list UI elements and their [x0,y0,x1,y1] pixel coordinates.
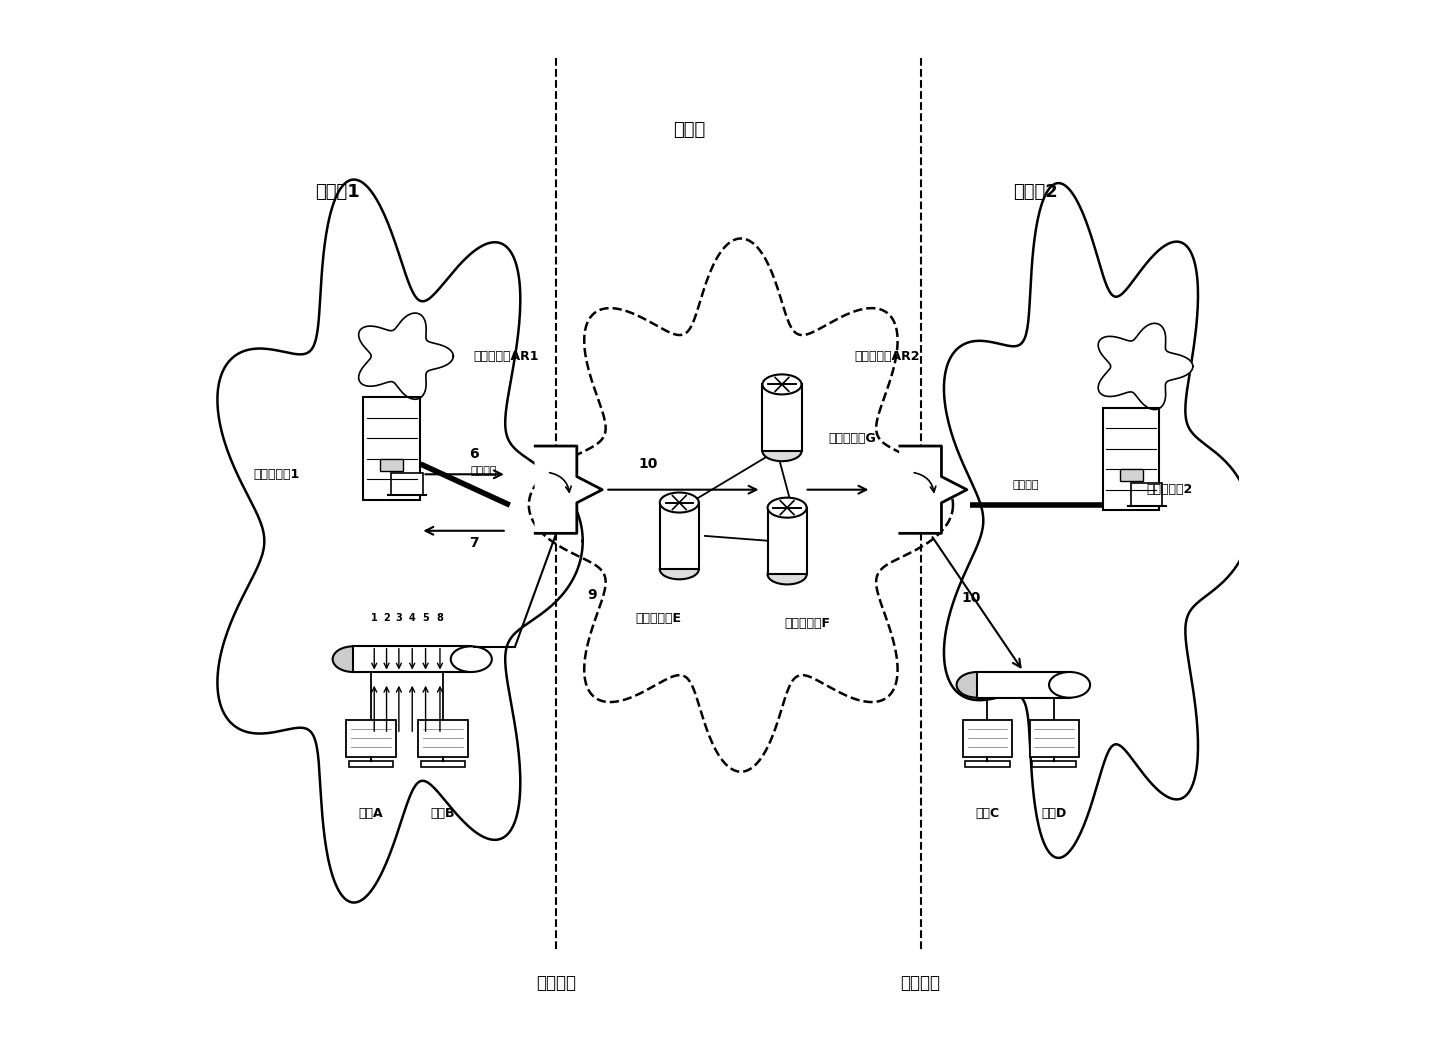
Bar [977,672,1069,697]
Text: 专用信道: 专用信道 [472,466,498,476]
Ellipse shape [660,559,699,579]
Bar [392,473,422,496]
Bar [353,646,472,672]
Bar [347,719,396,757]
Text: 8: 8 [437,613,444,624]
Text: 10: 10 [962,590,981,605]
Ellipse shape [451,646,492,672]
Polygon shape [218,179,583,903]
Text: 接入路由器AR1: 接入路由器AR1 [474,350,540,362]
Text: 终端D: 终端D [1042,807,1066,819]
Text: 5: 5 [422,613,429,624]
Text: 终端A: 终端A [358,807,383,819]
Ellipse shape [768,498,807,517]
Text: 2: 2 [383,613,390,624]
Polygon shape [528,238,953,771]
Text: 地址映射: 地址映射 [901,973,940,992]
Text: 接入路由器AR2: 接入路由器AR2 [853,350,920,362]
Polygon shape [900,446,966,533]
Ellipse shape [660,492,699,512]
Text: 接入网1: 接入网1 [315,183,360,201]
Text: 4: 4 [409,613,415,624]
Text: 核心路由器E: 核心路由器E [636,611,682,625]
Polygon shape [535,446,602,533]
Text: 7: 7 [469,536,479,550]
Bar [1120,469,1142,482]
Ellipse shape [1049,672,1090,697]
Ellipse shape [332,646,374,672]
Polygon shape [358,313,453,400]
Text: 核心路由器F: 核心路由器F [785,616,830,630]
Bar [1130,483,1162,506]
Text: 地址映射: 地址映射 [535,973,576,992]
Ellipse shape [762,441,801,461]
Bar [965,761,1010,767]
Text: 1: 1 [371,613,377,624]
Text: 10: 10 [638,457,659,471]
Text: 核心网: 核心网 [673,121,705,139]
Bar [418,719,467,757]
Text: 专用信道: 专用信道 [1013,480,1039,489]
Bar [363,398,419,500]
Ellipse shape [956,672,998,697]
Text: 核心路由器G: 核心路由器G [829,432,876,445]
Bar [762,384,801,451]
Text: 3: 3 [396,613,402,624]
Text: 准入服务器2: 准入服务器2 [1146,483,1193,497]
Text: 9: 9 [586,588,596,602]
Bar [1032,761,1077,767]
Bar [421,761,466,767]
Polygon shape [945,183,1251,858]
Bar [963,719,1011,757]
Text: 6: 6 [469,447,479,461]
Bar [660,503,699,569]
Ellipse shape [762,375,801,395]
Ellipse shape [768,564,807,584]
Text: 终端B: 终端B [431,807,456,819]
Bar [348,761,393,767]
Bar [768,508,807,575]
Text: 准入服务器1: 准入服务器1 [252,467,299,481]
Bar [1103,407,1159,510]
Text: 终端C: 终端C [975,807,1000,819]
Polygon shape [1098,324,1193,409]
Bar [380,459,403,472]
Bar [1030,719,1080,757]
Text: 接入网2: 接入网2 [1013,183,1058,201]
